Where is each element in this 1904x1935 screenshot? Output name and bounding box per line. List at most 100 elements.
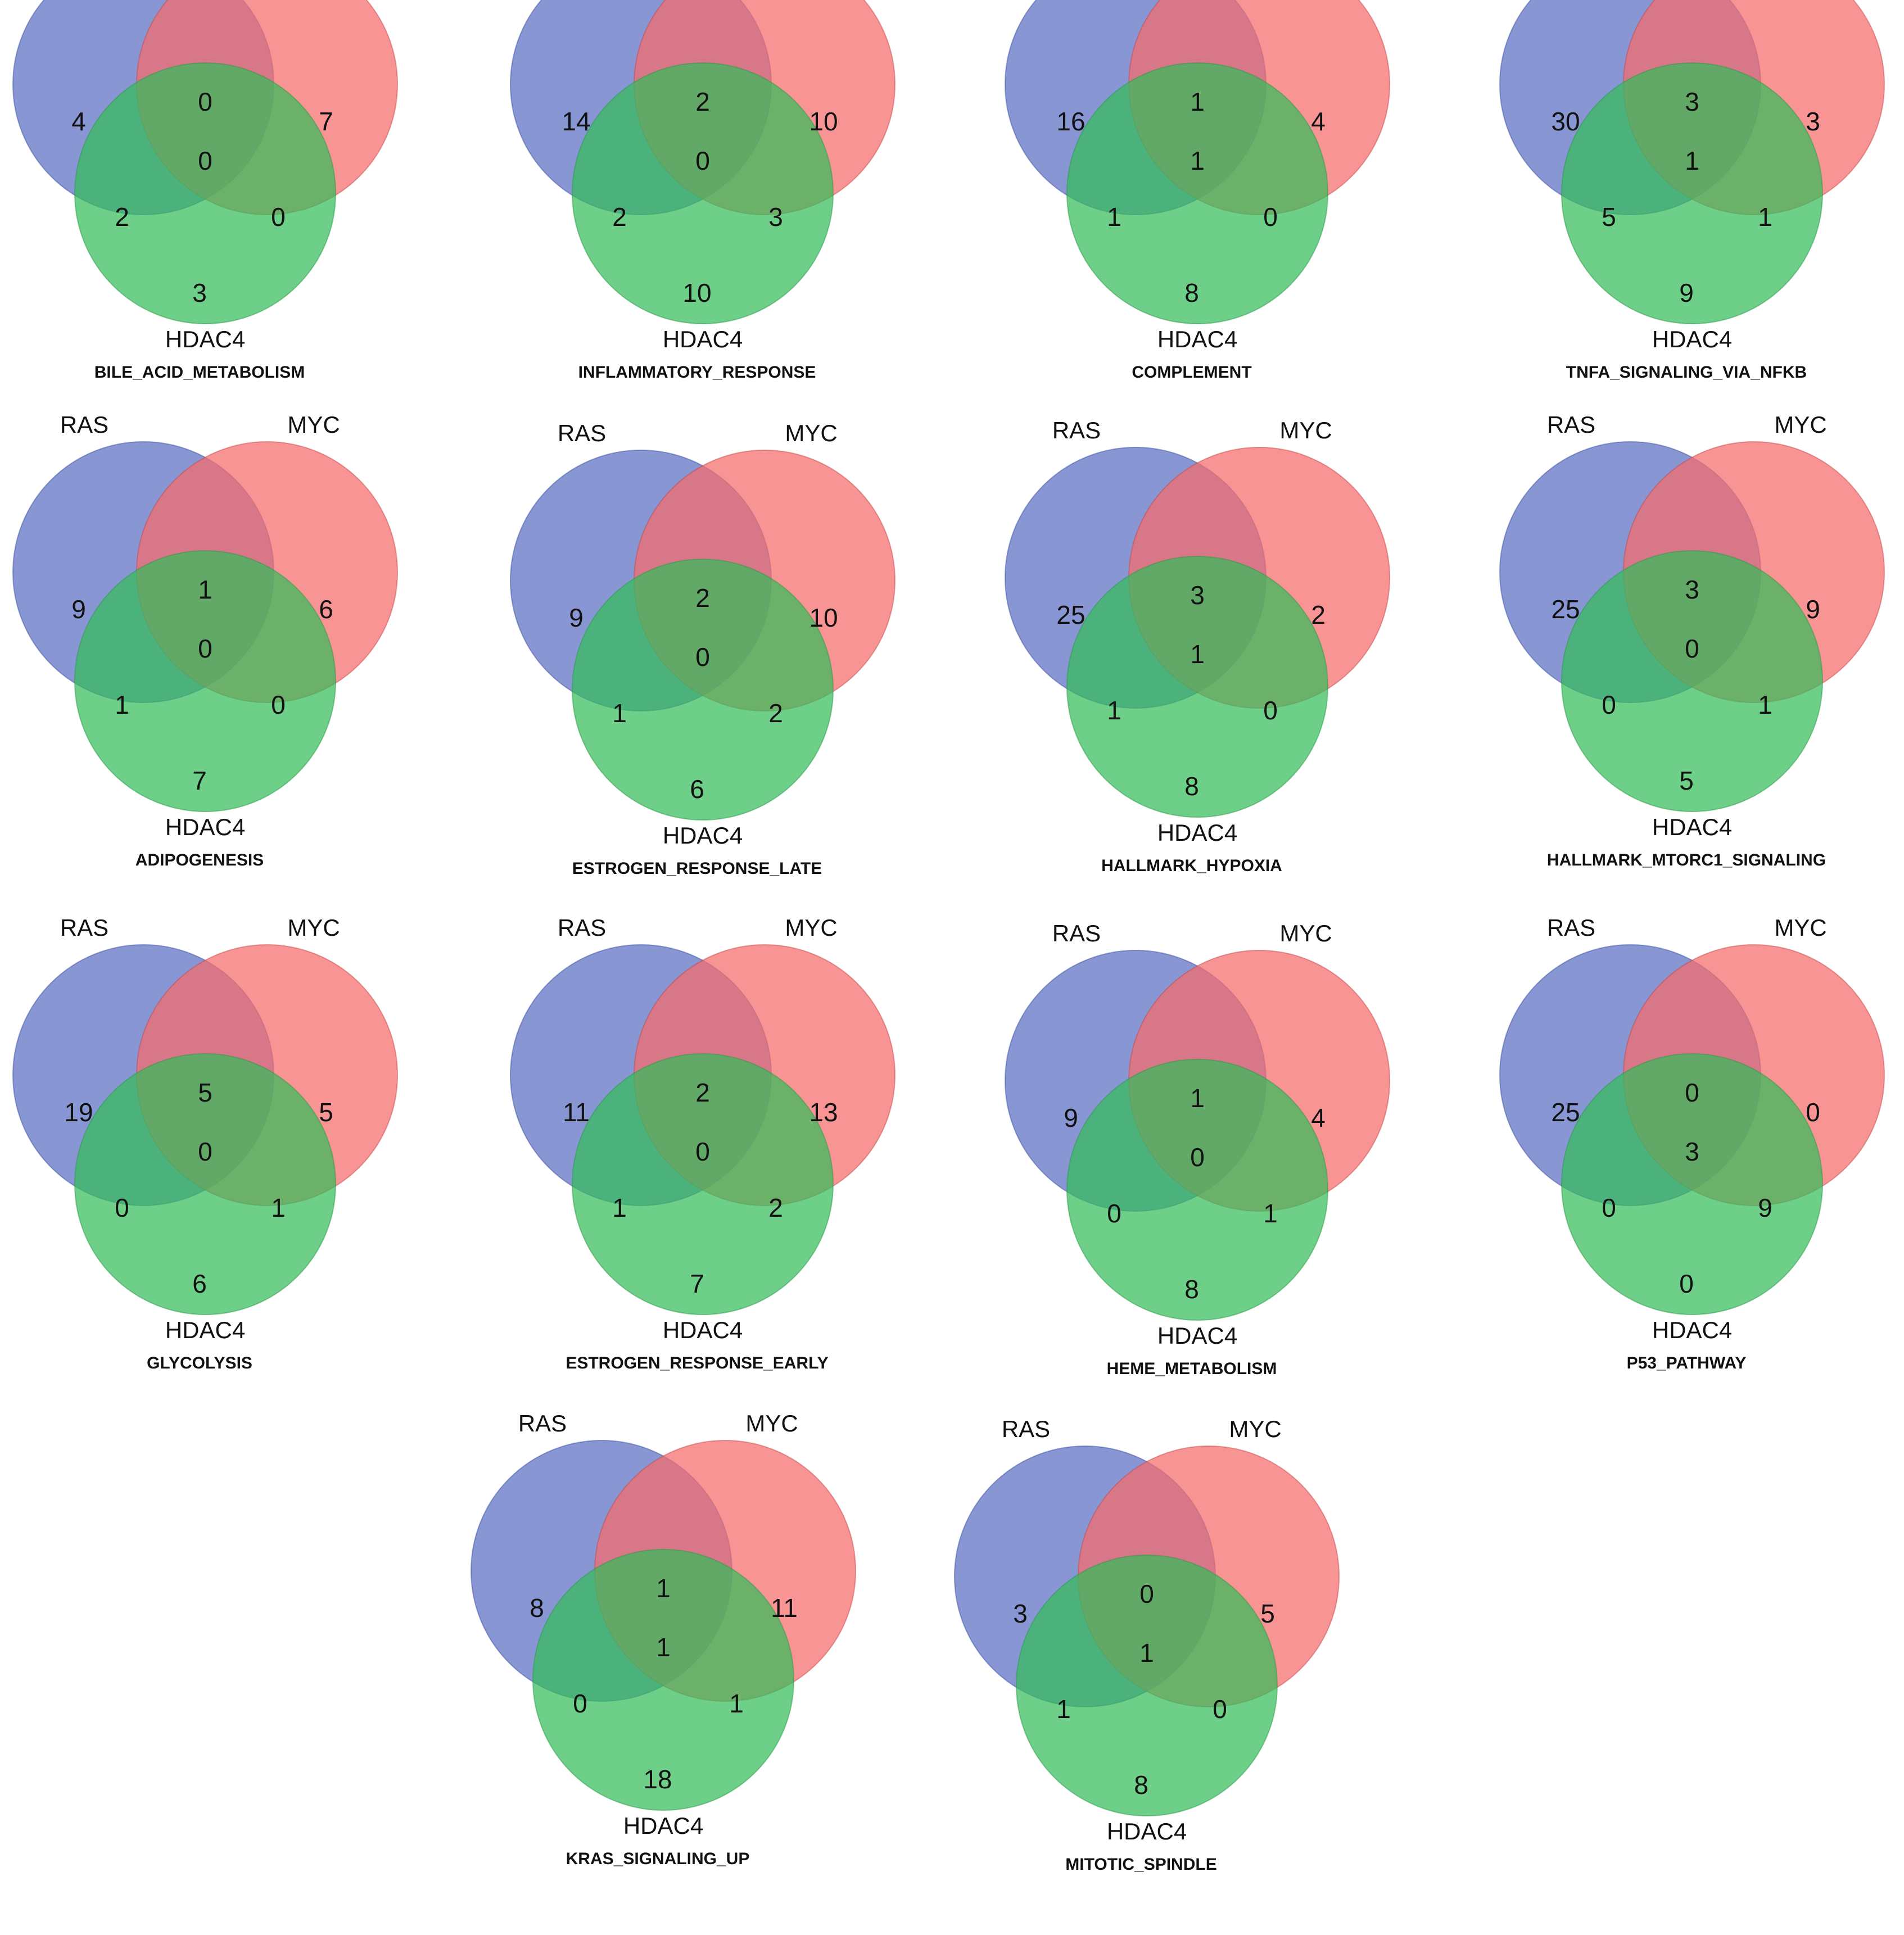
ras-set-label: RAS (1002, 1416, 1050, 1442)
hdac4-circle (1066, 1059, 1328, 1321)
hdac4-circle (572, 62, 834, 324)
ras-hdac4-count: 1 (612, 1193, 627, 1222)
ras-only-count: 25 (1551, 1098, 1580, 1127)
ras-only-count: 16 (1056, 107, 1085, 136)
myc-set-label: MYC (287, 411, 340, 438)
venn-diagram: RAS MYC HDAC4 25 9 3 0 0 1 5 HALLMARK_MTORC1_SIGNA… (1499, 411, 1885, 869)
myc-only-count: 11 (771, 1593, 798, 1623)
ras-set-label: RAS (1547, 411, 1595, 438)
myc-hdac4-count: 2 (768, 699, 783, 728)
ras-hdac4-count: 1 (115, 690, 129, 719)
myc-only-count: 4 (1311, 1103, 1326, 1132)
hdac4-set-label: HDAC4 (165, 1317, 245, 1343)
myc-hdac4-count: 0 (1263, 202, 1278, 232)
myc-set-label: MYC (1279, 417, 1332, 443)
ras-only-count: 3 (1013, 1599, 1028, 1628)
myc-set-label: MYC (1774, 914, 1826, 941)
hdac4-only-count: 9 (1679, 278, 1694, 307)
myc-hdac4-count: 0 (271, 202, 286, 232)
diagram-title: BILE_ACID_METABOLISM (94, 363, 305, 382)
ras-myc-count: 3 (1190, 581, 1205, 610)
ras-hdac4-count: 2 (612, 202, 627, 232)
hdac4-circle (74, 550, 336, 812)
all-sets-count: 1 (656, 1633, 671, 1662)
myc-only-count: 13 (809, 1098, 838, 1127)
hdac4-set-label: HDAC4 (1157, 1322, 1237, 1349)
hdac4-set-label: HDAC4 (1652, 814, 1732, 840)
ras-set-label: RAS (518, 1410, 567, 1436)
myc-only-count: 10 (809, 107, 838, 136)
ras-myc-count: 2 (695, 583, 710, 613)
myc-only-count: 4 (1311, 107, 1326, 136)
ras-hdac4-count: 0 (1602, 1193, 1616, 1222)
myc-only-count: 6 (319, 595, 333, 624)
all-sets-count: 0 (198, 634, 212, 663)
ras-hdac4-count: 0 (115, 1193, 129, 1222)
ras-set-label: RAS (1052, 417, 1101, 443)
myc-set-label: MYC (1774, 411, 1826, 438)
myc-only-count: 9 (1806, 595, 1820, 624)
diagram-title: ESTROGEN_RESPONSE_EARLY (566, 1354, 828, 1372)
ras-only-count: 9 (71, 595, 86, 624)
ras-myc-count: 2 (695, 87, 710, 116)
hdac4-circle (1561, 1053, 1823, 1315)
all-sets-count: 0 (1685, 634, 1699, 663)
ras-only-count: 14 (562, 107, 590, 136)
hdac4-set-label: HDAC4 (1652, 326, 1732, 352)
ras-only-count: 19 (64, 1098, 93, 1127)
hdac4-circle (532, 1549, 794, 1811)
myc-set-label: MYC (785, 420, 837, 446)
hdac4-circle (74, 62, 336, 324)
myc-hdac4-count: 1 (729, 1689, 744, 1718)
myc-only-count: 5 (319, 1098, 333, 1127)
myc-hdac4-count: 1 (1758, 202, 1772, 232)
all-sets-count: 0 (695, 1137, 710, 1166)
diagram-title: MITOTIC_SPINDLE (1065, 1855, 1216, 1874)
diagram-title: ESTROGEN_RESPONSE_LATE (572, 859, 822, 878)
myc-set-label: MYC (745, 1410, 798, 1436)
diagram-title: HALLMARK_HYPOXIA (1101, 857, 1282, 875)
hdac4-circle (1016, 1555, 1278, 1816)
hdac4-set-label: HDAC4 (623, 1812, 703, 1839)
hdac4-only-count: 6 (690, 774, 704, 804)
ras-only-count: 25 (1551, 595, 1580, 624)
ras-only-count: 9 (1064, 1103, 1078, 1132)
myc-hdac4-count: 3 (768, 202, 783, 232)
myc-only-count: 7 (319, 107, 333, 136)
diagram-title: HALLMARK_MTORC1_SIGNALING (1547, 851, 1826, 869)
diagram-title: ADIPOGENESIS (135, 851, 264, 869)
ras-set-label: RAS (1547, 914, 1595, 941)
myc-hdac4-count: 1 (1263, 1199, 1278, 1228)
all-sets-count: 0 (198, 1137, 212, 1166)
myc-hdac4-count: 2 (768, 1193, 783, 1222)
hdac4-only-count: 8 (1184, 278, 1199, 307)
ras-hdac4-count: 1 (1056, 1694, 1071, 1724)
venn-diagram: RAS MYC HDAC4 25 2 3 1 1 0 8 HALLMARK_HYPOXIA (1005, 417, 1390, 875)
hdac4-set-label: HDAC4 (1157, 326, 1237, 352)
ras-myc-count: 5 (198, 1078, 212, 1107)
hdac4-circle (572, 1053, 834, 1315)
ras-set-label: RAS (60, 411, 108, 438)
hdac4-only-count: 6 (192, 1269, 207, 1298)
all-sets-count: 1 (1190, 146, 1205, 175)
diagram-title: HEME_METABOLISM (1107, 1360, 1277, 1378)
ras-myc-count: 1 (656, 1574, 671, 1603)
myc-hdac4-count: 0 (1263, 696, 1278, 725)
myc-only-count: 5 (1260, 1599, 1275, 1628)
ras-hdac4-count: 5 (1602, 202, 1616, 232)
ras-myc-count: 1 (1190, 87, 1205, 116)
myc-only-count: 2 (1311, 600, 1326, 629)
diagram-title: P53_PATHWAY (1627, 1354, 1747, 1372)
venn-diagram: RAS MYC HDAC4 3 5 0 1 1 0 8 MITOTIC_SPINDLE (954, 1416, 1340, 1874)
myc-hdac4-count: 9 (1758, 1193, 1772, 1222)
venn-diagram: RAS MYC HDAC4 19 5 5 0 0 1 6 GLYCOLYSIS (12, 914, 398, 1372)
ras-myc-count: 3 (1685, 87, 1699, 116)
hdac4-circle (1561, 550, 1823, 812)
ras-hdac4-count: 0 (573, 1689, 587, 1718)
all-sets-count: 3 (1685, 1137, 1699, 1166)
venn-diagram: RASMYCHDAC44700203BILE_ACID_METABOLISM (12, 0, 398, 382)
hdac4-only-count: 8 (1184, 1275, 1199, 1304)
all-sets-count: 0 (695, 642, 710, 672)
ras-only-count: 25 (1056, 600, 1085, 629)
